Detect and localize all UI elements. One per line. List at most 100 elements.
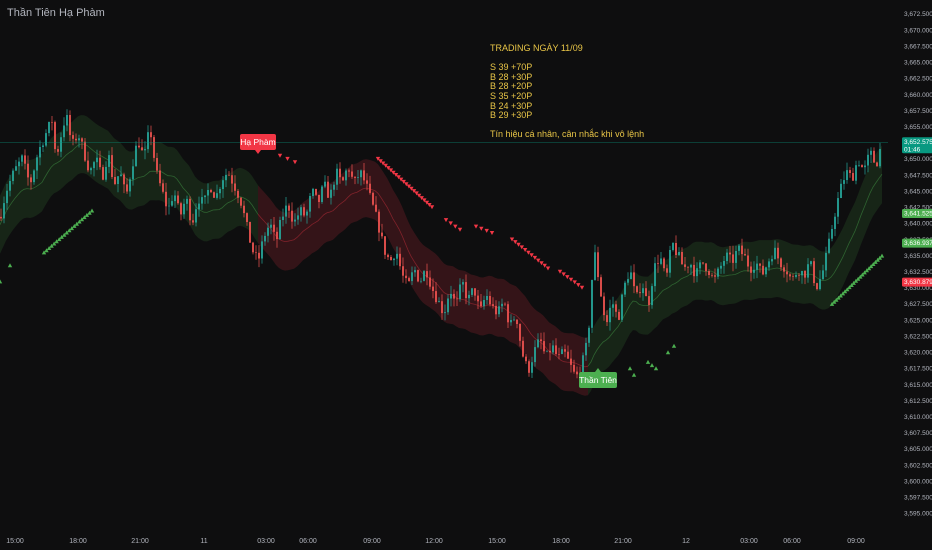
candle-body: [150, 132, 152, 138]
sell-arrow-icon: [406, 184, 412, 189]
candle-body: [564, 349, 566, 352]
candle-body: [552, 345, 554, 353]
candle-body: [507, 304, 509, 323]
candle-body: [18, 161, 20, 167]
y-tick-label: 3,635.000: [904, 253, 932, 260]
candle-body: [462, 282, 464, 285]
candle-body: [648, 296, 650, 306]
candle-body: [774, 247, 776, 260]
buy-arrow-icon: [832, 299, 837, 304]
candle-body: [369, 183, 371, 193]
candle-body: [309, 196, 311, 212]
price-tag-value: 3,641.525: [904, 211, 932, 218]
candle-body: [375, 204, 377, 212]
candle-body: [339, 168, 341, 178]
candle-body: [114, 177, 116, 184]
candle-body: [195, 209, 197, 223]
candle-body: [831, 229, 833, 239]
candle-body: [474, 288, 476, 296]
candle-body: [582, 355, 584, 375]
sell-arrow-icon: [396, 175, 401, 180]
sell-arrow-icon: [479, 226, 484, 231]
sell-arrow-icon: [391, 170, 396, 175]
candle-body: [99, 157, 101, 168]
buy-arrow-icon: [67, 228, 72, 233]
y-tick-label: 3,647.500: [904, 172, 932, 179]
candle-body: [357, 177, 359, 178]
candle-body: [105, 166, 107, 180]
candle-body: [633, 272, 635, 287]
candle-body: [234, 183, 236, 191]
x-tick-label: 11: [200, 538, 207, 545]
candle-body: [669, 250, 671, 273]
candle-body: [843, 180, 845, 184]
candle-body: [93, 162, 95, 169]
candle-body: [6, 190, 8, 204]
candle-body: [663, 258, 665, 269]
buy-arrow-icon: [54, 239, 59, 244]
candle-body: [315, 188, 317, 195]
candle-body: [624, 282, 626, 295]
x-tick-label: 15:00: [6, 538, 24, 545]
signal-label-pointer: [595, 368, 601, 372]
candle-body: [120, 174, 122, 177]
candle-body: [510, 320, 512, 323]
y-tick-label: 3,597.500: [904, 495, 932, 502]
candle-body: [699, 262, 701, 269]
buy-arrow-icon: [871, 262, 876, 266]
candle-body: [363, 170, 365, 181]
candle-body: [498, 306, 500, 315]
candle-body: [360, 170, 362, 178]
x-tick-label: 18:00: [69, 538, 87, 545]
candle-body: [411, 272, 413, 282]
candle-body: [270, 224, 272, 228]
candle-body: [36, 157, 38, 171]
candle-body: [408, 278, 410, 281]
candle-body: [72, 135, 74, 139]
candle-body: [285, 205, 287, 217]
candle-body: [492, 304, 494, 306]
candle-body: [138, 145, 140, 148]
sell-arrow-icon: [542, 263, 547, 268]
y-tick-label: 3,672.500: [904, 11, 932, 18]
candle-body: [666, 268, 668, 273]
candle-body: [678, 252, 680, 255]
candle-body: [249, 221, 251, 243]
buy-arrow-icon: [87, 210, 92, 215]
candle-body: [570, 358, 572, 365]
sell-arrow-icon: [292, 160, 298, 165]
candle-body: [399, 253, 401, 267]
buy-arrow-icon: [858, 274, 863, 279]
y-tick-label: 3,615.000: [904, 382, 932, 389]
buy-arrow-icon: [836, 295, 841, 300]
sell-arrow-icon: [519, 245, 524, 250]
buy-arrow-icon: [631, 372, 637, 377]
candle-body: [90, 168, 92, 171]
candle-body: [210, 190, 212, 193]
candle-body: [237, 190, 239, 198]
y-tick-label: 3,630.000: [904, 285, 932, 292]
candle-body: [606, 315, 608, 323]
candle-body: [21, 155, 23, 162]
candle-body: [693, 264, 695, 277]
y-tick-label: 3,617.500: [904, 366, 932, 373]
candle-body: [384, 236, 386, 255]
candle-body: [777, 247, 779, 259]
candle-body: [504, 303, 506, 305]
buy-arrow-icon: [877, 255, 882, 260]
candle-body: [243, 205, 245, 214]
candle-body: [612, 304, 614, 308]
candle-body: [312, 188, 314, 196]
candle-body: [744, 254, 746, 256]
buy-arrow-icon: [79, 217, 85, 222]
candle-body: [762, 265, 764, 275]
candle-body: [486, 296, 488, 300]
candle-body: [558, 354, 560, 355]
candle-body: [429, 277, 431, 287]
y-tick-label: 3,605.000: [904, 446, 932, 453]
candle-body: [753, 269, 755, 273]
candle-body: [147, 132, 149, 150]
candle-body: [177, 195, 179, 204]
candle-body: [702, 262, 704, 264]
